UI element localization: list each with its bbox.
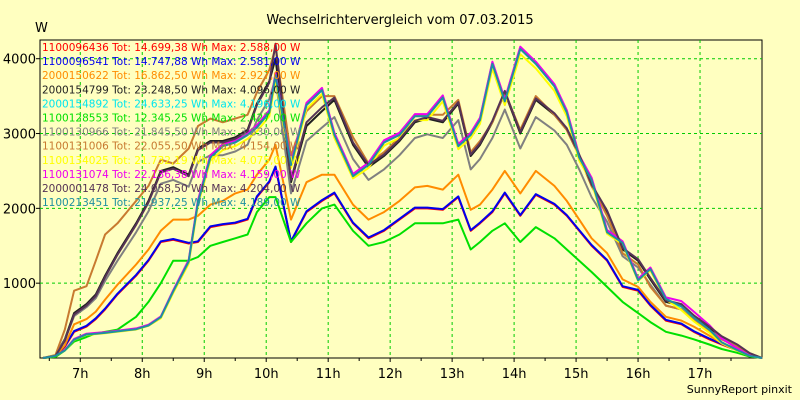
x-tick-label: 17h xyxy=(688,367,713,382)
legend-entry-6: 1100130966 Tot: 21.845,50 Wh Max: 3.830,… xyxy=(42,127,301,139)
x-tick-label: 10h xyxy=(254,367,279,382)
legend-entry-10: 2000001478 Tot: 24.058,50 Wh Max: 4.204,… xyxy=(42,183,301,195)
x-tick-label: 16h xyxy=(626,367,651,382)
x-tick-label: 8h xyxy=(134,367,151,382)
footer-credit: SunnyReport pinxit xyxy=(687,383,793,396)
legend-entry-0: 1100096436 Tot: 14.699,38 Wh Max: 2.588,… xyxy=(42,42,301,54)
y-axis-ticks: 1000 2000 3000 4000 xyxy=(3,53,40,292)
legend-entry-11: 1100213451 Tot: 21.937,25 Wh Max: 4.189,… xyxy=(42,197,301,209)
series-line-7 xyxy=(42,46,763,359)
y-tick-label: 2000 xyxy=(3,202,36,217)
y-tick-label: 1000 xyxy=(3,277,36,292)
x-tick-label: 12h xyxy=(378,367,403,382)
legend-entry-1: 1100096541 Tot: 14.747,88 Wh Max: 2.581,… xyxy=(42,56,301,68)
series-line-2 xyxy=(42,143,763,359)
x-tick-label: 7h xyxy=(72,367,89,382)
series-line-1 xyxy=(42,165,763,359)
legend: 1100096436 Tot: 14.699,38 Wh Max: 2.588,… xyxy=(42,42,301,209)
legend-entry-4: 2000154892 Tot: 24.633,25 Wh Max: 4.196,… xyxy=(42,98,301,110)
legend-entry-7: 1100131006 Tot: 22.055,50 Wh Max: 4.154,… xyxy=(42,141,301,153)
x-tick-label: 9h xyxy=(196,367,213,382)
legend-entry-9: 1100131074 Tot: 22.136,38 Wh Max: 4.159,… xyxy=(42,169,301,181)
x-tick-label: 15h xyxy=(564,367,589,382)
x-tick-label: 13h xyxy=(440,367,465,382)
legend-entry-8: 1100134025 Tot: 21.732,19 Wh Max: 4.075,… xyxy=(42,155,301,167)
series-group xyxy=(42,42,763,359)
legend-entry-5: 1100128553 Tot: 12.345,25 Wh Max: 2.427,… xyxy=(42,113,301,125)
series-line-6 xyxy=(42,77,763,359)
series-line-5 xyxy=(43,196,763,359)
y-tick-label: 3000 xyxy=(3,128,36,143)
y-tick-label: 4000 xyxy=(3,53,36,68)
x-tick-label: 14h xyxy=(502,367,527,382)
legend-entry-3: 2000154799 Tot: 23.248,50 Wh Max: 4.096,… xyxy=(42,84,301,96)
legend-entry-2: 2000150622 Tot: 16.862,50 Wh Max: 2.927,… xyxy=(42,70,301,82)
series-line-10 xyxy=(42,42,763,359)
chart-title: Wechselrichtervergleich vom 07.03.2015 xyxy=(266,13,533,28)
x-tick-label: 11h xyxy=(316,367,341,382)
grid xyxy=(40,40,762,358)
x-axis-ticks: 7h 8h 9h 10h 11h 12h 13h 14h 15h 16h 17h xyxy=(48,358,732,382)
series-line-11 xyxy=(42,48,763,359)
y-axis-label: W xyxy=(35,21,48,36)
